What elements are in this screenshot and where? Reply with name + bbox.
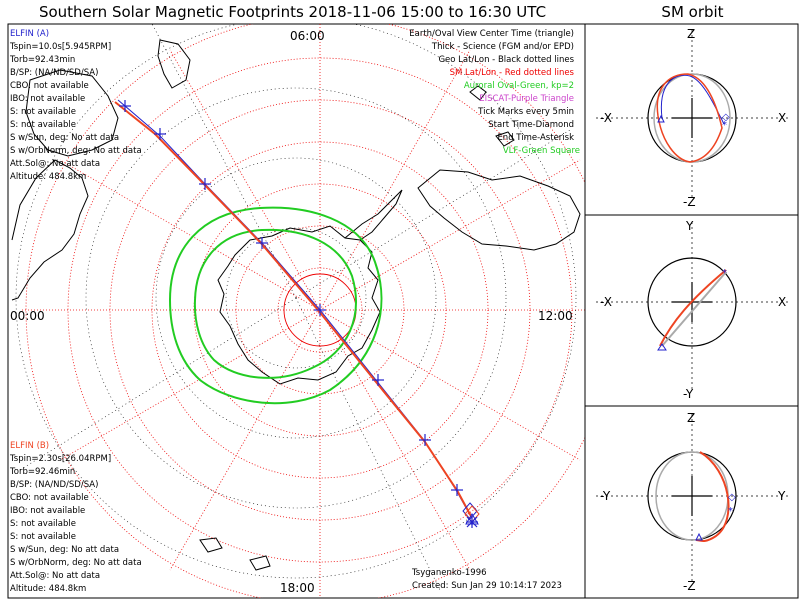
legend-entry: Thick - Science (FGM and/or EPD) [431,42,574,52]
legend-entry: Auroral Oval-Green, kp=2 [464,81,574,91]
elfin-b-line: S w/Sun, deg: No att data [10,545,119,555]
time-label-12: 12:00 [538,309,573,323]
elfin-b-line: CBO: not available [10,493,89,503]
africa-coastline [11,159,89,301]
elfin-b-line: S w/OrbNorm, deg: No att data [10,558,142,568]
elfin-a-info: ELFIN (A) Tspin=10.0s[5.945RPM] Torb=92.… [9,29,142,182]
tick-mark [372,374,384,386]
tick-mark [451,484,463,496]
axis-label-left: -X [600,111,612,125]
tick-mark [314,304,326,316]
svg-text:*: * [722,268,727,279]
geo-grid [15,24,577,591]
south-america-coastline [417,169,581,251]
legend-entry: End Time-Asterisk [497,133,574,143]
axis-label-left: -X [600,295,612,309]
orbit-title: SM orbit [661,3,724,21]
elfin-b-line: Torb=92.46min [9,467,75,477]
axis-label-right: X [778,295,786,309]
elfin-b-info: ELFIN (B) Tspin=2.30s[26.04RPM] Torb=92.… [9,441,142,594]
tick-marks [119,100,463,496]
legend-entry: Earth/Oval View Center Time (triangle) [409,29,574,39]
orbit-panel-yz: ◇ * Z -Z -Y Y [596,411,790,593]
elfin-a-line: Altitude: 484.8km [10,172,86,182]
tick-mark [256,237,268,249]
svg-text:◇: ◇ [722,112,730,123]
australia-coastline [25,69,119,157]
svg-text:*: * [728,506,733,517]
time-label-00: 00:00 [10,309,45,323]
elfin-a-line: CBO: not available [10,81,89,91]
model-credit: Tsyganenko-1996 [411,568,487,578]
legend-entry: VLF-Green Square [503,146,580,156]
axis-label-top: Z [687,411,695,425]
elfin-b-line: IBO: not available [10,506,85,516]
auroral-oval-outer [168,206,383,405]
end-asterisk [466,516,478,528]
axis-label-bottom: -Z [683,579,696,593]
created-timestamp: Created: Sun Jan 29 10:14:17 2023 [412,581,562,591]
antarctica-coastline [217,225,381,385]
tick-mark [419,434,431,446]
legend-entry: SM Lat/Lon - Red dotted lines [450,68,575,78]
legend-entry: Tick Marks every 5min [477,107,574,117]
tick-mark [119,100,131,112]
time-label-06: 06:00 [290,29,325,43]
elfin-a-name: ELFIN (A) [10,29,49,39]
legend-entry: EISCAT-Purple Triangle [479,94,574,104]
elfin-a-line: Att.Sol@: No att data [10,159,100,169]
time-label-18: 18:00 [280,581,315,595]
svg-text:*: * [722,120,727,131]
orbit-panel-xy: * Y -Y -X X [596,219,790,401]
orbit-panel-xz: * ◇ Z -Z -X X [596,27,790,209]
elfin-b-name: ELFIN (B) [10,441,49,451]
orbit-panels-frame [584,23,799,599]
elfin-a-line: S w/Sun, deg: No att data [10,133,119,143]
axis-label-bottom: -Y [683,387,694,401]
svg-text:◇: ◇ [728,492,736,503]
view-center-triangle [465,513,479,525]
elfin-a-line: S w/OrbNorm, deg: No att data [10,146,142,156]
axis-label-right: X [778,111,786,125]
elfin-a-line: S: not available [10,120,76,130]
elfin-b-line: Altitude: 484.8km [10,584,86,594]
island-coastlines [199,85,515,571]
axis-label-top: Z [687,27,695,41]
madagascar-coastline [157,39,191,89]
auroral-oval-inner [193,228,357,379]
elfin-a-line: IBO: not available [10,94,85,104]
elfin-b-line: Tspin=2.30s[26.04RPM] [9,454,111,464]
axis-label-bottom: -Z [683,195,696,209]
tick-mark [154,128,166,140]
elfin-a-line: S: not available [10,107,76,117]
axis-label-top: Y [685,219,694,233]
antarctic-peninsula [344,189,403,241]
legend-entry: Geo Lat/Lon - Black dotted lines [438,55,574,65]
plot-title: Southern Solar Magnetic Footprints 2018-… [38,3,547,21]
legend: Earth/Oval View Center Time (triangle) T… [409,29,580,156]
axis-label-left: -Y [600,489,611,503]
elfin-b-line: Att.Sol@: No att data [10,571,100,581]
tick-mark [199,178,211,190]
elfin-b-line: S: not available [10,532,76,542]
sm-longitude-lines [20,24,585,598]
elfin-a-line: B/SP: (NA/ND/SD/SA) [10,68,98,78]
elfin-a-line: Torb=92.43min [9,55,75,65]
elfin-b-line: B/SP: (NA/ND/SD/SA) [10,480,98,490]
legend-entry: Start Time-Diamond [488,120,574,130]
elfin-b-line: S: not available [10,519,76,529]
elfin-a-line: Tspin=10.0s[5.945RPM] [9,42,111,52]
axis-label-right: Y [777,489,786,503]
